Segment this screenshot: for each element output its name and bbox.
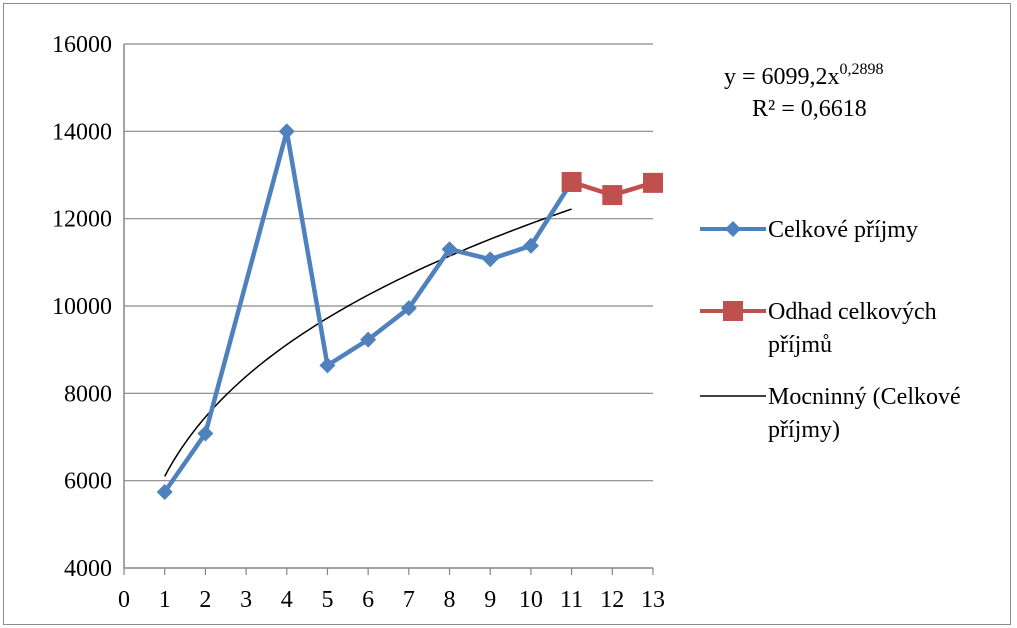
x-tick-label: 3 [240,587,252,613]
legend-marker-square [723,301,743,321]
series-line-0 [162,129,574,494]
x-tick-label: 10 [519,587,543,613]
x-tick-labels: 0 1 2 3 4 5 6 7 8 9 10 11 12 13 [118,568,665,613]
data-point-diamond [441,241,458,258]
y-tick-label: 8000 [64,381,112,407]
data-point-square [561,171,582,192]
x-tick-label: 12 [600,587,624,613]
x-tick-label: 11 [560,587,583,613]
data-point-diamond [482,251,499,268]
data-point-diamond [156,484,173,501]
trendline-power [164,208,572,477]
data-point-diamond [197,425,214,442]
legend: Celkové příjmy Odhad celkových příjmů Mo… [700,217,961,443]
gridlines [124,43,653,482]
data-point-diamond [319,357,336,374]
y-tick-label: 14000 [52,119,112,145]
data-point-square [643,172,663,193]
chart-area [3,3,1011,625]
legend-label-celkove: Celkové příjmy [768,217,918,243]
data-point-diamond [278,123,295,140]
legend-marker-diamond [725,221,741,237]
data-point-diamond [522,237,539,254]
y-tick-labels: 4000 6000 8000 10000 12000 14000 16000 [52,32,112,582]
x-tick-label: 7 [403,587,415,613]
data-point-square [602,185,623,206]
x-tick-label: 8 [444,587,456,613]
x-tick-label: 1 [159,587,171,613]
legend-label-trend-line2: příjmy) [768,417,840,443]
x-tick-label: 2 [199,587,211,613]
x-tick-label: 13 [641,587,665,613]
y-tick-label: 6000 [64,469,112,495]
legend-label-trend-line1: Mocninný (Celkové [768,384,961,410]
trendline-layer [164,208,572,477]
x-tick-label: 4 [281,587,293,613]
y-tick-label: 10000 [52,294,112,320]
y-tick-label: 4000 [64,556,112,582]
legend-label-odhad-line1: Odhad celkových [768,299,937,325]
legend-label-odhad-line2: příjmů [768,332,832,358]
y-tick-label: 16000 [52,32,112,58]
x-tick-label: 5 [321,587,333,613]
trendline-equation: y = 6099,2x0,2898 [724,61,884,90]
y-tick-label: 12000 [52,207,112,233]
data-point-diamond [360,331,377,348]
x-tick-label: 9 [484,587,496,613]
trendline-r-squared: R² = 0,6618 [752,96,867,122]
x-tick-label: 6 [362,587,374,613]
axes [123,44,653,569]
data-point-diamond [400,300,417,317]
series-layer [156,123,663,501]
x-tick-label: 0 [118,587,130,613]
